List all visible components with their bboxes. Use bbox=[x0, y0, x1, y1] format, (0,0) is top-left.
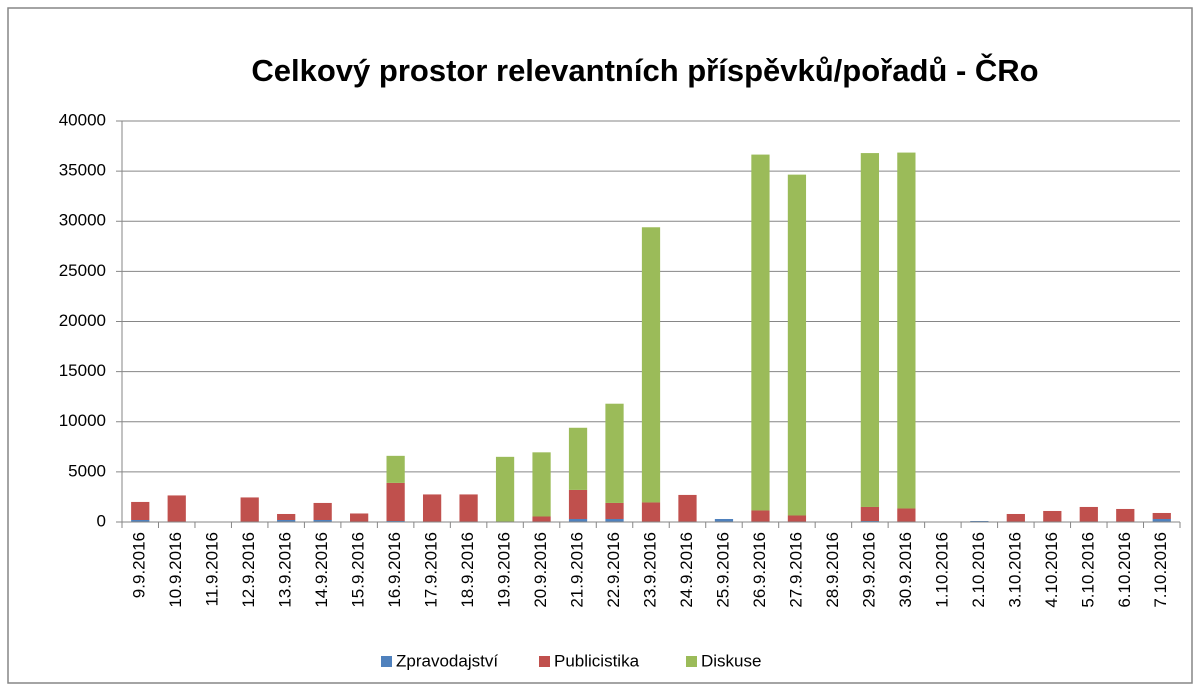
x-tick-label: 9.9.2016 bbox=[130, 532, 149, 598]
bar bbox=[751, 154, 770, 511]
bar bbox=[605, 403, 624, 503]
bar bbox=[386, 520, 405, 522]
bar bbox=[240, 497, 259, 522]
x-tick-label: 28.9.2016 bbox=[823, 532, 842, 608]
bar bbox=[860, 506, 880, 521]
bar bbox=[787, 515, 807, 522]
bar bbox=[678, 494, 697, 522]
y-tick-label: 40000 bbox=[59, 110, 106, 129]
bar bbox=[350, 513, 369, 522]
y-tick-label: 30000 bbox=[59, 211, 106, 230]
bar bbox=[422, 494, 442, 522]
x-tick-label: 21.9.2016 bbox=[568, 532, 587, 608]
bar bbox=[131, 519, 150, 522]
bar bbox=[860, 520, 880, 522]
x-tick-label: 3.10.2016 bbox=[1005, 532, 1024, 608]
bar bbox=[897, 508, 916, 522]
y-tick-label: 5000 bbox=[68, 461, 106, 480]
x-tick-label: 6.10.2016 bbox=[1115, 532, 1134, 608]
bar bbox=[641, 502, 661, 522]
bar bbox=[751, 510, 770, 522]
x-tick-label: 2.10.2016 bbox=[969, 532, 988, 608]
y-tick-label: 15000 bbox=[59, 361, 106, 380]
bar bbox=[386, 482, 405, 521]
bar bbox=[313, 502, 332, 520]
x-tick-label: 5.10.2016 bbox=[1078, 532, 1097, 608]
bar bbox=[568, 489, 588, 519]
bar bbox=[1079, 506, 1098, 522]
bar bbox=[568, 518, 588, 522]
bar bbox=[605, 502, 624, 519]
y-tick-label: 20000 bbox=[59, 311, 106, 330]
x-tick-label: 14.9.2016 bbox=[312, 532, 331, 608]
x-tick-label: 19.9.2016 bbox=[495, 532, 514, 608]
bar bbox=[605, 518, 624, 522]
y-tick-label: 35000 bbox=[59, 161, 106, 180]
x-tick-label: 1.10.2016 bbox=[932, 532, 951, 608]
x-tick-label: 4.10.2016 bbox=[1042, 532, 1061, 608]
x-tick-label: 17.9.2016 bbox=[422, 532, 441, 608]
legend-label: Diskuse bbox=[701, 651, 761, 670]
bar bbox=[532, 516, 551, 522]
legend-label: Zpravodajství bbox=[396, 651, 498, 670]
bar bbox=[167, 495, 186, 522]
legend-swatch bbox=[539, 656, 550, 667]
bar bbox=[1116, 508, 1135, 522]
x-tick-label: 18.9.2016 bbox=[458, 532, 477, 608]
bar bbox=[495, 456, 515, 522]
bar bbox=[787, 174, 807, 516]
x-tick-label: 23.9.2016 bbox=[640, 532, 659, 608]
bar bbox=[1006, 513, 1025, 522]
y-tick-label: 0 bbox=[97, 511, 106, 530]
bar bbox=[1152, 518, 1171, 522]
bar bbox=[714, 518, 734, 522]
bar bbox=[860, 153, 880, 507]
x-tick-label: 27.9.2016 bbox=[786, 532, 805, 608]
x-tick-label: 12.9.2016 bbox=[239, 532, 258, 608]
x-tick-label: 10.9.2016 bbox=[166, 532, 185, 608]
bar bbox=[386, 455, 405, 483]
y-tick-label: 25000 bbox=[59, 261, 106, 280]
x-tick-label: 25.9.2016 bbox=[713, 532, 732, 608]
legend-swatch bbox=[381, 656, 392, 667]
x-tick-label: 22.9.2016 bbox=[604, 532, 623, 608]
x-tick-label: 26.9.2016 bbox=[750, 532, 769, 608]
legend-label: Publicistika bbox=[554, 651, 640, 670]
x-tick-label: 13.9.2016 bbox=[276, 532, 295, 608]
legend-swatch bbox=[686, 656, 697, 667]
x-tick-label: 15.9.2016 bbox=[349, 532, 368, 608]
bar bbox=[277, 519, 296, 522]
bar bbox=[277, 513, 296, 520]
y-tick-label: 10000 bbox=[59, 411, 106, 430]
bar bbox=[1152, 512, 1171, 519]
bar bbox=[1043, 510, 1062, 522]
bar bbox=[459, 494, 478, 522]
x-tick-label: 30.9.2016 bbox=[896, 532, 915, 608]
x-tick-label: 29.9.2016 bbox=[859, 532, 878, 608]
bar bbox=[568, 427, 588, 490]
x-tick-label: 11.9.2016 bbox=[203, 532, 222, 606]
x-tick-label: 16.9.2016 bbox=[385, 532, 404, 608]
bar bbox=[313, 519, 332, 522]
bar bbox=[897, 152, 916, 509]
bar bbox=[641, 227, 661, 503]
chart-title: Celkový prostor relevantních příspěvků/p… bbox=[251, 52, 1038, 88]
bar bbox=[532, 452, 551, 517]
x-tick-label: 24.9.2016 bbox=[677, 532, 696, 608]
bar bbox=[970, 520, 989, 522]
x-tick-label: 7.10.2016 bbox=[1151, 532, 1170, 608]
bar bbox=[131, 501, 150, 520]
x-tick-label: 20.9.2016 bbox=[531, 532, 550, 608]
